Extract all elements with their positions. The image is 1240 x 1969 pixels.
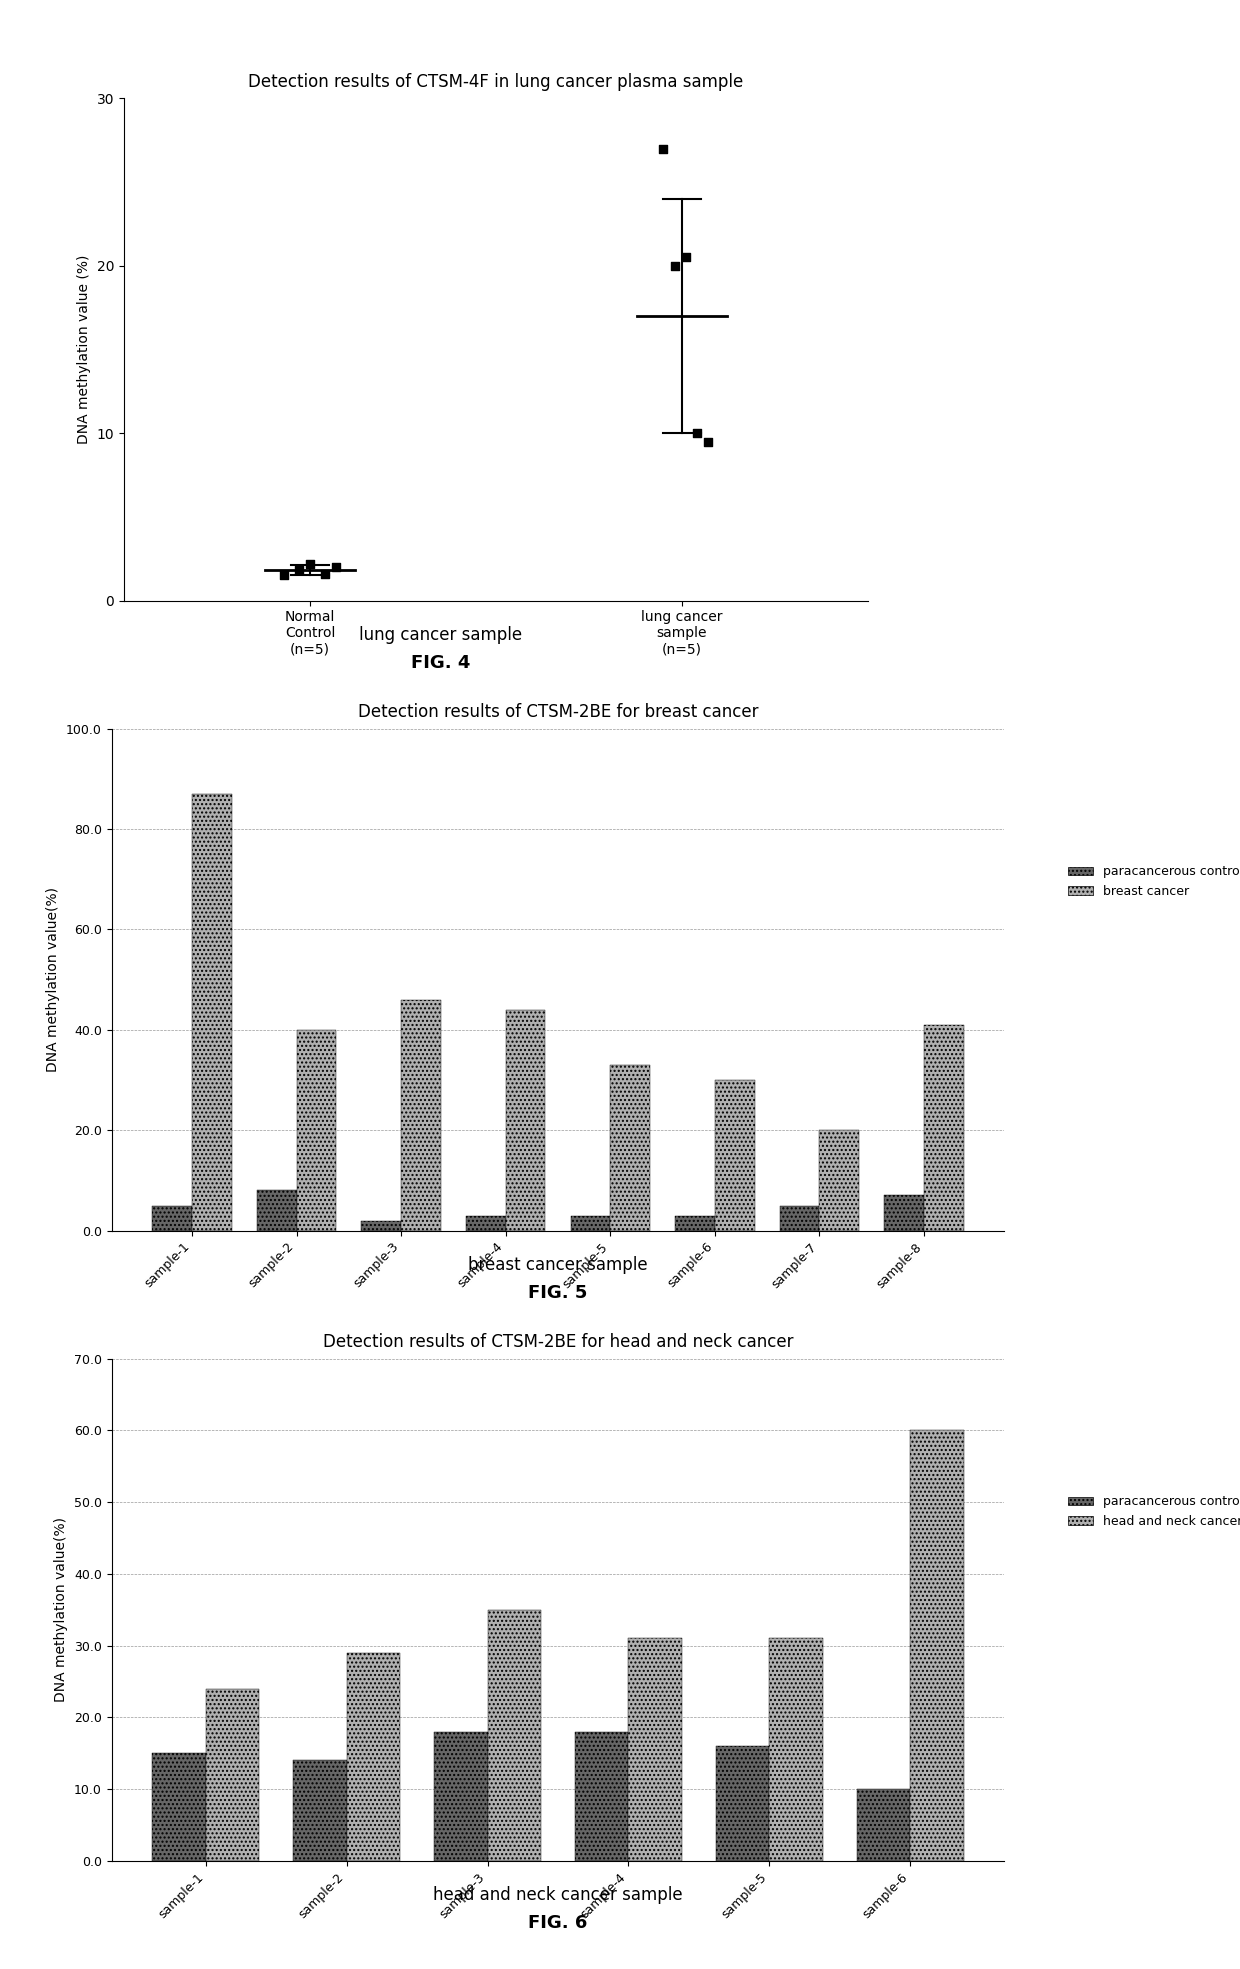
Bar <box>153 1752 206 1861</box>
Title: Detection results of CTSM-4F in lung cancer plasma sample: Detection results of CTSM-4F in lung can… <box>248 73 744 91</box>
Point <box>665 250 684 282</box>
Bar <box>361 1221 401 1231</box>
Bar <box>610 1065 650 1231</box>
Point <box>300 547 320 579</box>
Title: Detection results of CTSM-2BE for breast cancer: Detection results of CTSM-2BE for breast… <box>358 703 758 721</box>
Text: FIG. 6: FIG. 6 <box>528 1914 588 1932</box>
Bar <box>629 1638 682 1861</box>
Bar <box>257 1191 296 1231</box>
Legend: paracancerous control, head and neck cancer: paracancerous control, head and neck can… <box>1063 1491 1240 1532</box>
Text: breast cancer sample: breast cancer sample <box>469 1256 647 1274</box>
Bar <box>296 1030 336 1231</box>
Bar <box>506 1010 546 1231</box>
Bar <box>769 1638 823 1861</box>
Bar <box>570 1215 610 1231</box>
Point <box>698 425 718 457</box>
Bar <box>434 1731 487 1861</box>
Point <box>274 559 294 591</box>
Bar <box>780 1205 820 1231</box>
Bar <box>575 1731 629 1861</box>
Y-axis label: DNA methylation value (%): DNA methylation value (%) <box>77 254 91 445</box>
Bar <box>675 1215 715 1231</box>
Bar <box>347 1652 401 1861</box>
Bar <box>206 1689 259 1861</box>
Bar <box>924 1024 963 1231</box>
Bar <box>401 1000 441 1231</box>
Y-axis label: DNA methylation value(%): DNA methylation value(%) <box>46 888 61 1071</box>
Point <box>289 555 309 587</box>
Bar <box>487 1611 541 1861</box>
Bar <box>466 1215 506 1231</box>
Title: Detection results of CTSM-2BE for head and neck cancer: Detection results of CTSM-2BE for head a… <box>322 1333 794 1351</box>
Bar <box>715 1079 755 1231</box>
Bar <box>293 1760 347 1861</box>
Point <box>676 242 696 274</box>
Point <box>653 132 673 163</box>
Bar <box>715 1747 769 1861</box>
Text: head and neck cancer sample: head and neck cancer sample <box>433 1886 683 1904</box>
Text: lung cancer sample: lung cancer sample <box>358 626 522 644</box>
Point <box>326 551 346 583</box>
Text: FIG. 5: FIG. 5 <box>528 1284 588 1302</box>
Bar <box>910 1429 963 1861</box>
Bar <box>857 1790 910 1861</box>
Bar <box>153 1205 192 1231</box>
Y-axis label: DNA methylation value(%): DNA methylation value(%) <box>55 1518 68 1701</box>
Point <box>687 417 707 449</box>
Bar <box>192 794 232 1231</box>
Bar <box>820 1130 859 1231</box>
Text: FIG. 4: FIG. 4 <box>410 654 470 671</box>
Legend: paracancerous control, breast cancer: paracancerous control, breast cancer <box>1063 860 1240 902</box>
Bar <box>884 1195 924 1231</box>
Point <box>315 557 335 589</box>
